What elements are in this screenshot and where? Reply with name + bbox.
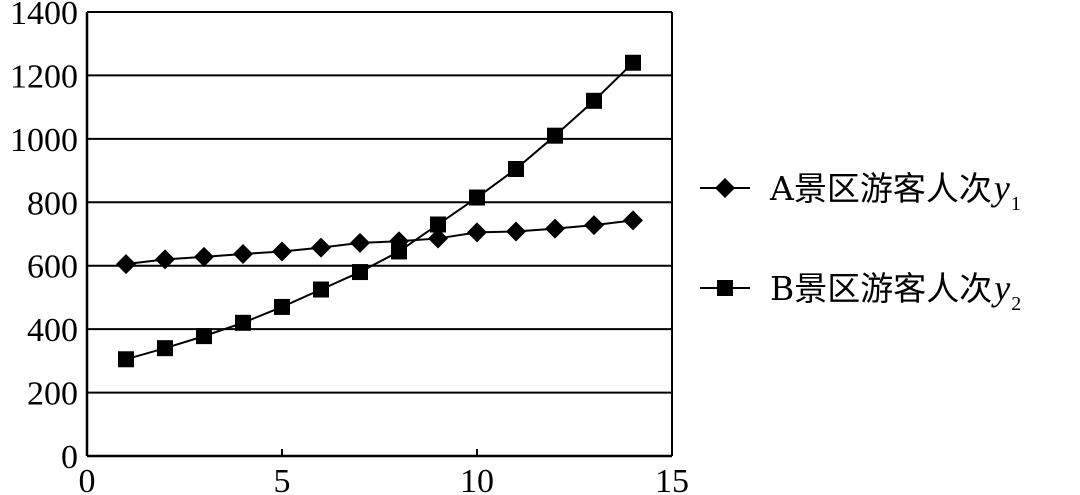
y-axis-tick-labels: 0 200 400 600 800 1000 1200 1400 [10,0,78,476]
series-1 [116,210,643,275]
series-2-point-7 [352,264,368,281]
legend-marker-2 [717,280,733,296]
legend-sub-2: 2 [1011,293,1021,315]
legend-label-1: A景区游客人次 [769,169,992,208]
series-2-point-10 [469,189,485,206]
y-tick-label-800: 800 [27,185,78,222]
legend-label-2: B景区游客人次 [770,269,992,308]
series-1-point-5 [272,241,292,262]
axes [85,12,673,458]
legend-var-2: y [991,268,1010,308]
series-2-point-8 [391,243,407,260]
series-2-point-6 [313,281,329,298]
series-1-point-6 [311,237,331,258]
series-2-point-1 [118,351,134,368]
y-tick-label-0: 0 [61,439,78,476]
series-1-point-2 [155,249,175,270]
series-1-point-13 [584,215,604,236]
y-tick-label-400: 400 [27,312,78,349]
series-2-line [125,62,634,361]
series-2-point-3 [196,328,212,345]
x-tick-label-0: 0 [79,463,96,495]
x-tick-label-10: 10 [460,463,494,495]
series-layer [116,54,643,368]
series-1-point-1 [116,254,136,275]
series-2-point-2 [157,340,173,357]
y-tick-label-1200: 1200 [10,58,78,95]
series-2-point-11 [508,160,524,177]
series-1-point-4 [233,243,253,264]
legend-sub-1: 1 [1011,193,1021,215]
legend-entry-1: A景区游客人次 y 1 [700,168,1021,215]
y-tick-label-600: 600 [27,249,78,286]
series-2-point-13 [586,92,602,109]
series-2-point-12 [547,127,563,144]
series-1-point-9 [428,228,448,249]
x-tick-label-5: 5 [274,463,291,495]
series-1-point-12 [545,218,565,239]
x-axis-tick-labels: 0 5 10 15 [79,463,690,495]
legend-marker-1 [715,178,735,198]
series-2-point-14 [625,54,641,71]
y-tick-label-1000: 1000 [10,122,78,159]
series-2 [118,54,641,368]
legend-entry-2: B景区游客人次 y 2 [700,268,1021,315]
series-1-point-14 [623,210,643,231]
y-tick-label-1400: 1400 [10,0,78,32]
series-1-point-3 [194,246,214,267]
series-1-point-11 [506,221,526,242]
x-tick-label-15: 15 [655,463,689,495]
series-1-point-10 [467,222,487,243]
y-tick-label-200: 200 [27,376,78,413]
gridlines [87,11,672,394]
legend-var-1: y [991,168,1010,208]
series-1-point-7 [350,232,370,253]
series-2-point-9 [430,216,446,233]
series-2-point-4 [235,314,251,331]
series-2-point-5 [274,298,290,315]
